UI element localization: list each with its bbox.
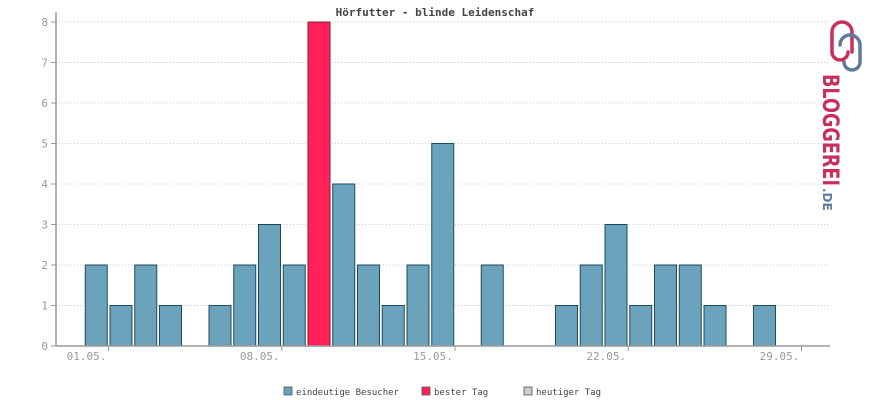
bar [480, 264, 504, 347]
bar [84, 264, 108, 347]
bar [357, 264, 380, 347]
brand-suffix: .DE [820, 188, 834, 211]
bar [258, 224, 281, 347]
y-tick-label: 4 [41, 178, 48, 191]
y-tick-label: 2 [41, 259, 48, 272]
bar [332, 183, 356, 347]
bar [703, 305, 727, 347]
x-tick-label: 15.05. [413, 350, 453, 363]
legend-swatch [283, 386, 293, 396]
legend-label: eindeutige Besucher [296, 388, 400, 398]
legend-label: heutiger Tag [536, 388, 601, 398]
x-tick-label: 01.05. [67, 350, 107, 363]
bar [233, 264, 257, 347]
bar [654, 264, 677, 347]
legend-swatch [523, 386, 533, 396]
bar [579, 264, 603, 347]
legend: eindeutige Besucher bester Tag heutiger Ta… [283, 386, 601, 398]
y-tick-label: 5 [41, 138, 48, 151]
bar [555, 305, 578, 347]
bar [431, 143, 455, 347]
chart-title: Hörfutter - blinde Leidenschaf [336, 6, 535, 19]
x-tick-label: 08.05. [240, 350, 280, 363]
logo-mark-icon [830, 20, 862, 72]
legend-label: bester Tag [434, 388, 488, 398]
x-axis: 01.05. 08.05. 15.05. 22.05. 29.05. [56, 345, 830, 363]
bar-best-day [307, 21, 331, 347]
y-tick-label: 3 [41, 219, 48, 232]
x-tick-label: 22.05. [586, 350, 626, 363]
bloggerei-logo: BLOGGEREI .DE [817, 20, 862, 211]
brand-name: BLOGGEREI [817, 74, 842, 186]
y-tick-label: 0 [41, 340, 48, 353]
bar [629, 305, 653, 347]
x-tick-label: 29.05. [760, 350, 800, 363]
bar [406, 264, 430, 347]
bar [109, 305, 133, 347]
legend-swatch [421, 386, 431, 396]
bar [282, 264, 306, 347]
bar [381, 305, 405, 347]
bar [159, 305, 182, 347]
y-tick-label: 6 [41, 97, 48, 110]
y-tick-label: 7 [41, 57, 48, 70]
bar [208, 305, 232, 347]
bar [134, 264, 158, 347]
y-tick-label: 1 [41, 300, 48, 313]
bar [604, 224, 628, 347]
y-tick-label: 8 [41, 16, 48, 29]
bar [753, 305, 776, 347]
bar [678, 264, 702, 347]
y-axis: 0 1 2 3 4 5 6 7 8 [41, 12, 57, 353]
